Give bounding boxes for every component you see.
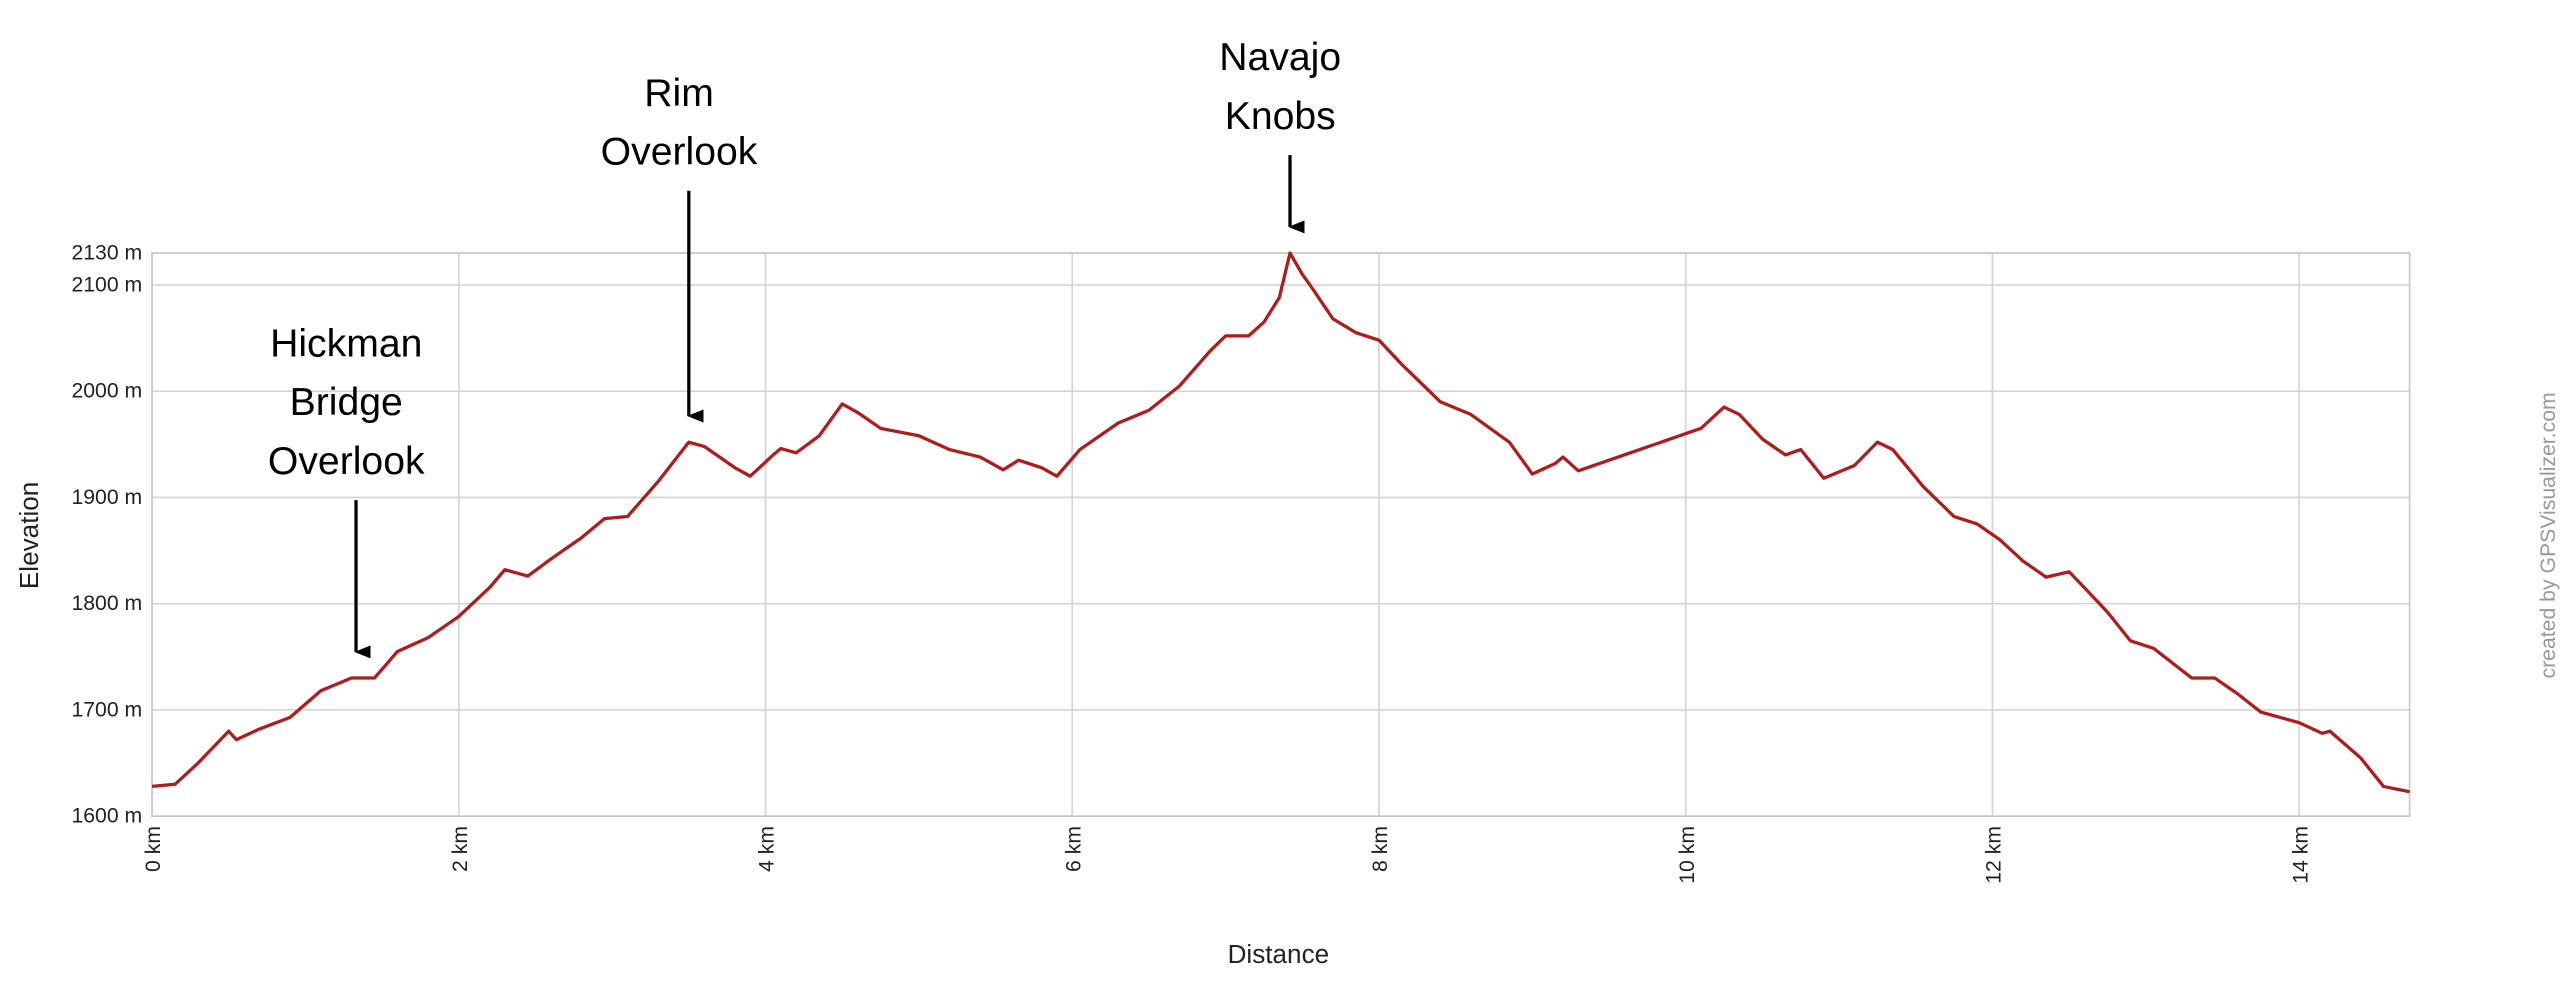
y-tick-label: 1800 m — [71, 592, 142, 615]
y-tick-label: 2130 m — [71, 242, 142, 265]
x-tick-label: 6 km — [1062, 826, 1085, 872]
y-tick-label: 1600 m — [71, 805, 142, 828]
annotation-text: Knobs — [1225, 95, 1336, 138]
annotation-text: Navajo — [1219, 36, 1341, 79]
watermark: created by GPSVisualizer.com — [2537, 392, 2560, 678]
x-tick-label: 0 km — [142, 826, 165, 872]
annotation-text: Bridge — [290, 381, 403, 424]
y-tick-label: 2100 m — [71, 273, 142, 296]
x-tick-label: 12 km — [1983, 826, 2006, 884]
y-axis-title: Elevation — [14, 482, 44, 589]
annotation-text: Overlook — [601, 131, 758, 174]
x-tick-label: 2 km — [449, 826, 472, 872]
annotation-text: Overlook — [268, 440, 425, 483]
y-tick-label: 1700 m — [71, 698, 142, 721]
annotation-text: Rim — [644, 72, 714, 115]
x-tick-label: 4 km — [756, 826, 779, 872]
elevation-line — [151, 251, 2410, 794]
x-tick-label: 8 km — [1369, 826, 1392, 872]
y-tick-label: 1900 m — [71, 486, 142, 509]
x-tick-label: 14 km — [2289, 826, 2312, 884]
annotation-text: Hickman — [270, 322, 422, 365]
plot-border — [151, 252, 2411, 817]
y-tick-label: 2000 m — [71, 380, 142, 403]
x-tick-label: 10 km — [1676, 826, 1699, 884]
x-axis-title: Distance — [1228, 939, 1330, 969]
